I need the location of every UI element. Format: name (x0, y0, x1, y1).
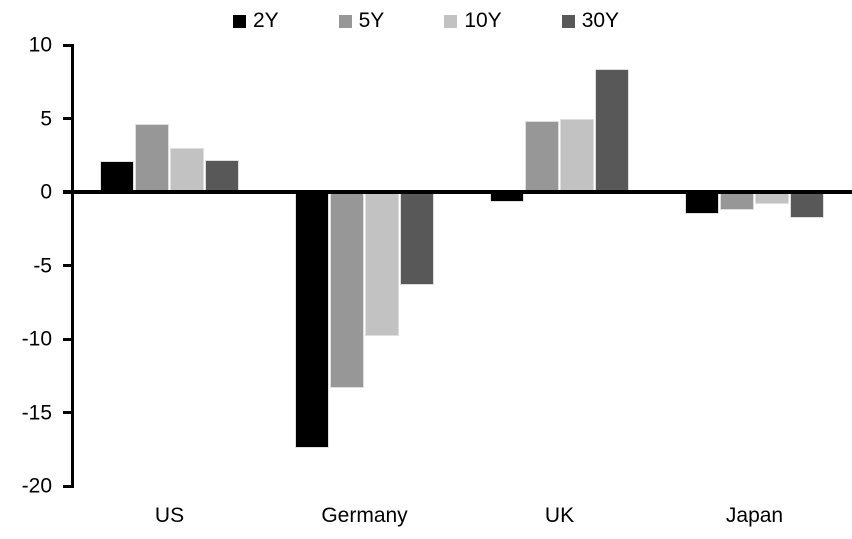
bar-uk-5y (525, 121, 559, 192)
legend-label-30y: 30Y (581, 9, 620, 32)
bar-us-10y (170, 147, 204, 192)
y-tick-label--10: -10 (21, 327, 52, 351)
y-tick-label-10: 10 (28, 33, 52, 57)
bar-us-5y (135, 124, 169, 192)
legend-item-30y: 30Y (561, 8, 620, 34)
x-label-us: US (154, 504, 185, 527)
legend-label-5y: 5Y (358, 9, 385, 32)
legend-item-2y: 2Y (232, 8, 279, 34)
chart-legend: 2Y 5Y 10Y 30Y (0, 8, 852, 34)
y-tick-mark (63, 264, 72, 267)
y-tick-label-0: 0 (40, 180, 52, 204)
bar-germany-5y (330, 192, 364, 388)
y-tick-mark (63, 411, 72, 414)
bar-us-2y (100, 161, 134, 192)
y-tick-label-5: 5 (40, 107, 52, 130)
bar-japan-2y (685, 192, 719, 215)
legend-label-10y: 10Y (464, 9, 502, 32)
legend-item-10y: 10Y (444, 8, 502, 34)
bar-germany-30y (400, 192, 434, 285)
y-tick-mark (63, 484, 72, 488)
legend-label-2y: 2Y (252, 9, 279, 32)
y-tick-mark (63, 43, 72, 47)
bar-uk-10y (560, 118, 594, 192)
x-label-uk: UK (544, 504, 575, 527)
legend-item-5y: 5Y (338, 8, 385, 34)
bar-germany-10y (365, 192, 399, 337)
bar-germany-2y (295, 192, 329, 448)
bar-uk-30y (595, 68, 629, 192)
bar-us-30y (205, 159, 239, 192)
y-tick-mark (63, 117, 72, 120)
y-tick-label--15: -15 (21, 401, 52, 424)
x-label-japan: Japan (725, 504, 784, 527)
legend-swatch-10y (444, 14, 458, 28)
y-tick-label--20: -20 (21, 474, 52, 498)
y-tick-mark (63, 337, 72, 341)
bar-japan-5y (720, 192, 754, 210)
y-axis-line (71, 43, 74, 488)
legend-swatch-5y (338, 14, 352, 28)
zero-axis-line (63, 190, 852, 194)
x-label-germany: Germany (321, 504, 408, 527)
legend-swatch-30y (561, 14, 575, 28)
y-tick-label--5: -5 (33, 254, 52, 277)
bar-japan-30y (790, 192, 824, 219)
legend-swatch-2y (232, 14, 246, 28)
